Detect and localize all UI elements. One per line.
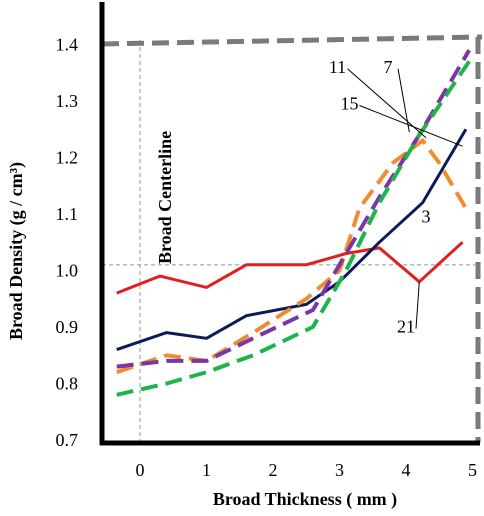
- tick-labels: 0.7 0.8 0.9 1.0 1.1 1.2 1.3 1.4 0 1 2 3 4 5: [56, 35, 478, 481]
- y-axis-title: Broad Density (g / cm³): [6, 162, 27, 340]
- y-tick-label: 1.3: [56, 91, 79, 111]
- x-tick-label: 4: [402, 460, 411, 480]
- callout-label-7: 7: [384, 57, 393, 77]
- y-tick-label: 0.8: [56, 374, 79, 394]
- callout-label-3: 3: [421, 206, 430, 226]
- series-line-15: [116, 128, 468, 352]
- x-tick-label: 3: [335, 460, 344, 480]
- x-tick-label: 5: [468, 460, 477, 480]
- series-layer: [116, 49, 471, 397]
- callouts: 11 7 15 3 21: [329, 57, 463, 337]
- callout-leader-7: [397, 68, 410, 133]
- callout-leader-15: [359, 105, 463, 147]
- y-tick-label: 0.9: [56, 317, 79, 337]
- x-tick-label: 1: [202, 460, 211, 480]
- y-tick-label: 1.4: [56, 35, 79, 55]
- x-tick-label: 0: [136, 460, 145, 480]
- frame-top-dashed-line: [101, 34, 483, 47]
- centerline-label: Broad Centerline: [155, 131, 175, 264]
- x-axis-title: Broad Thickness ( mm ): [213, 489, 397, 510]
- reference-lines: [101, 34, 483, 443]
- x-tick-label: 2: [269, 460, 278, 480]
- callout-label-11: 11: [329, 57, 346, 77]
- y-tick-label: 1.1: [56, 204, 79, 224]
- y-tick-label: 1.2: [56, 148, 79, 168]
- callout-label-21: 21: [397, 317, 415, 337]
- y-tick-label: 1.0: [56, 261, 79, 281]
- callout-label-15: 15: [340, 93, 358, 113]
- axes: [99, 2, 480, 446]
- y-tick-label: 0.7: [56, 430, 79, 450]
- callout-leader-21: [415, 281, 420, 329]
- series-line-11: [116, 60, 471, 397]
- series-line-21: [116, 241, 464, 295]
